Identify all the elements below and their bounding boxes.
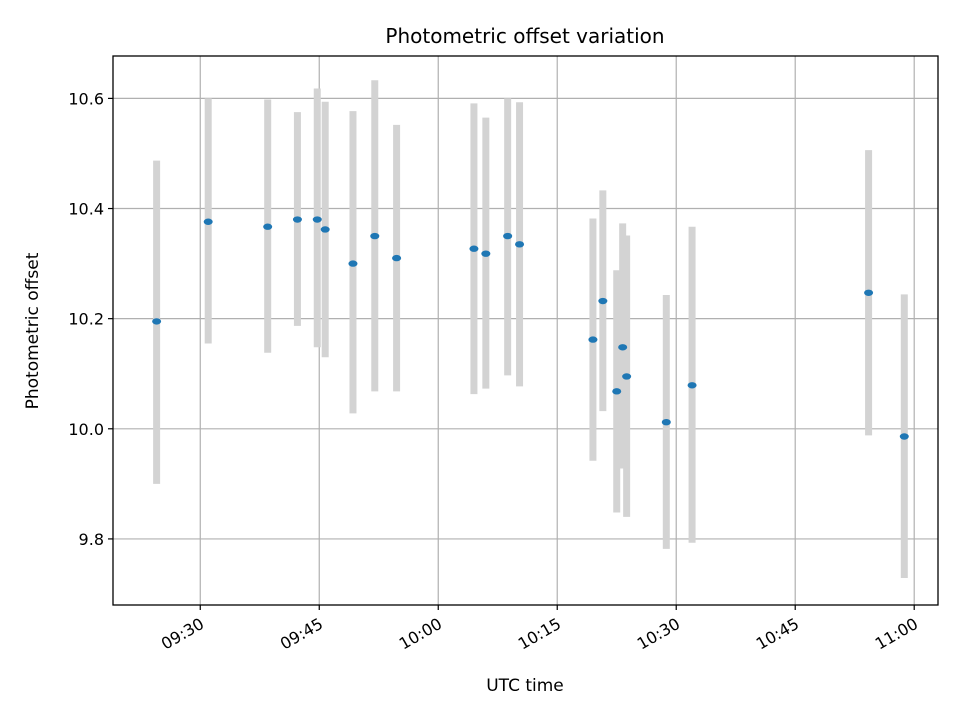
x-axis-title: UTC time [486,676,564,696]
data-points [152,216,909,440]
data-point [622,373,632,380]
y-axis: 9.8 10.0 10.2 10.4 10.6 [68,89,113,549]
y-tick-label: 10.0 [68,420,104,439]
y-tick-label: 9.8 [79,530,104,549]
data-point [661,418,671,426]
y-tick-label: 10.6 [68,89,104,108]
data-point [864,289,874,296]
data-point [515,241,525,248]
data-point [481,250,491,257]
data-point [598,297,608,305]
plot-frame [112,55,939,606]
data-point [588,336,598,343]
data-point [899,433,909,440]
data-point [503,232,513,240]
data-point [203,218,213,225]
data-point [687,382,697,389]
data-point [263,223,273,230]
y-axis-title: Photometric offset [23,252,43,409]
data-point [618,344,628,351]
data-point [469,245,479,252]
data-point [348,260,358,267]
data-point [370,232,380,240]
chart-title: Photometric offset variation [385,24,664,48]
data-point [320,226,330,233]
data-point [312,216,322,223]
data-point [292,216,302,223]
data-point [612,388,622,395]
y-tick-label: 10.2 [68,310,104,329]
data-point [392,254,402,262]
data-point [152,318,162,325]
y-tick-label: 10.4 [68,200,104,219]
